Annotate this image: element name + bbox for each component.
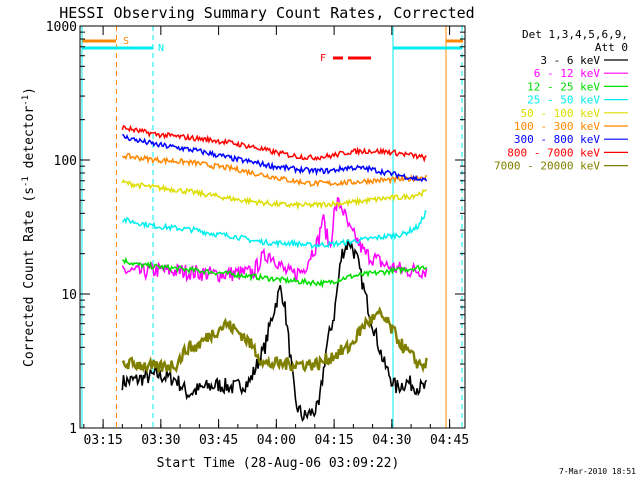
legend-label-4: 50 - 100 keV bbox=[521, 107, 601, 120]
footer-date: 7-Mar-2010 18:51 bbox=[559, 467, 636, 476]
night-marker-label: N bbox=[158, 43, 164, 54]
legend-header-line2: Att 0 bbox=[595, 41, 628, 54]
series-line-3 bbox=[121, 210, 427, 250]
y-axis-label-main: Corrected Count Rate (s bbox=[22, 187, 37, 367]
series-line-4 bbox=[121, 179, 428, 211]
series-line-8 bbox=[121, 305, 428, 374]
series-line-2 bbox=[122, 256, 428, 289]
x-axis-label: Start Time (28-Aug-06 03:09:22) bbox=[157, 456, 400, 471]
y-axis-label: Corrected Count Rate (s-1 detector-1) bbox=[21, 87, 37, 367]
y-axis-label-mid: detector bbox=[22, 106, 37, 177]
y-axis-label-sup2: -1 bbox=[21, 95, 31, 106]
x-tick-label-5: 04:30 bbox=[372, 433, 411, 448]
series-line-6 bbox=[122, 134, 428, 183]
axis-layer: 03:15 03:30 03:45 04:00 04:15 04:30 04:45 1 10 10… bbox=[46, 20, 469, 448]
x-tick-label-0: 03:15 bbox=[84, 433, 123, 448]
legend-label-8: 7000 - 20000 keV bbox=[494, 160, 600, 173]
legend-label-1: 6 - 12 keV bbox=[534, 67, 601, 80]
series-layer bbox=[121, 124, 428, 423]
chart-title: HESSI Observing Summary Count Rates, Cor… bbox=[59, 4, 474, 22]
legend-label-0: 3 - 6 keV bbox=[540, 54, 600, 67]
saa-marker-label: S bbox=[123, 36, 129, 47]
x-tick-label-3: 04:00 bbox=[257, 433, 296, 448]
y-axis-label-sup1: -1 bbox=[21, 176, 31, 187]
legend-label-2: 12 - 25 keV bbox=[527, 80, 600, 93]
x-tick-label-2: 03:45 bbox=[199, 433, 238, 448]
series-line-0 bbox=[121, 239, 428, 423]
y-axis-label-end: ) bbox=[22, 87, 37, 95]
series-line-5 bbox=[121, 152, 428, 188]
y-tick-label-1: 10 bbox=[61, 288, 77, 303]
legend-header-line1: Det 1,3,4,5,6,9, bbox=[522, 28, 628, 41]
legend-label-3: 25 - 50 keV bbox=[527, 94, 600, 107]
legend-label-6: 300 - 800 keV bbox=[514, 133, 600, 146]
x-tick-label-6: 04:45 bbox=[430, 433, 469, 448]
y-tick-label-2: 100 bbox=[54, 154, 77, 169]
plot-frame bbox=[79, 25, 466, 429]
series-line-7 bbox=[121, 124, 427, 163]
series-line-1 bbox=[121, 196, 428, 283]
x-tick-label-1: 03:30 bbox=[141, 433, 180, 448]
flare-marker-label: F bbox=[320, 53, 326, 64]
legend-label-7: 800 - 7000 keV bbox=[507, 146, 600, 159]
y-tick-label-0: 1 bbox=[69, 422, 77, 437]
y-tick-label-3: 1000 bbox=[46, 20, 77, 35]
x-tick-label-4: 04:15 bbox=[315, 433, 354, 448]
legend-label-5: 100 - 300 keV bbox=[514, 120, 600, 133]
